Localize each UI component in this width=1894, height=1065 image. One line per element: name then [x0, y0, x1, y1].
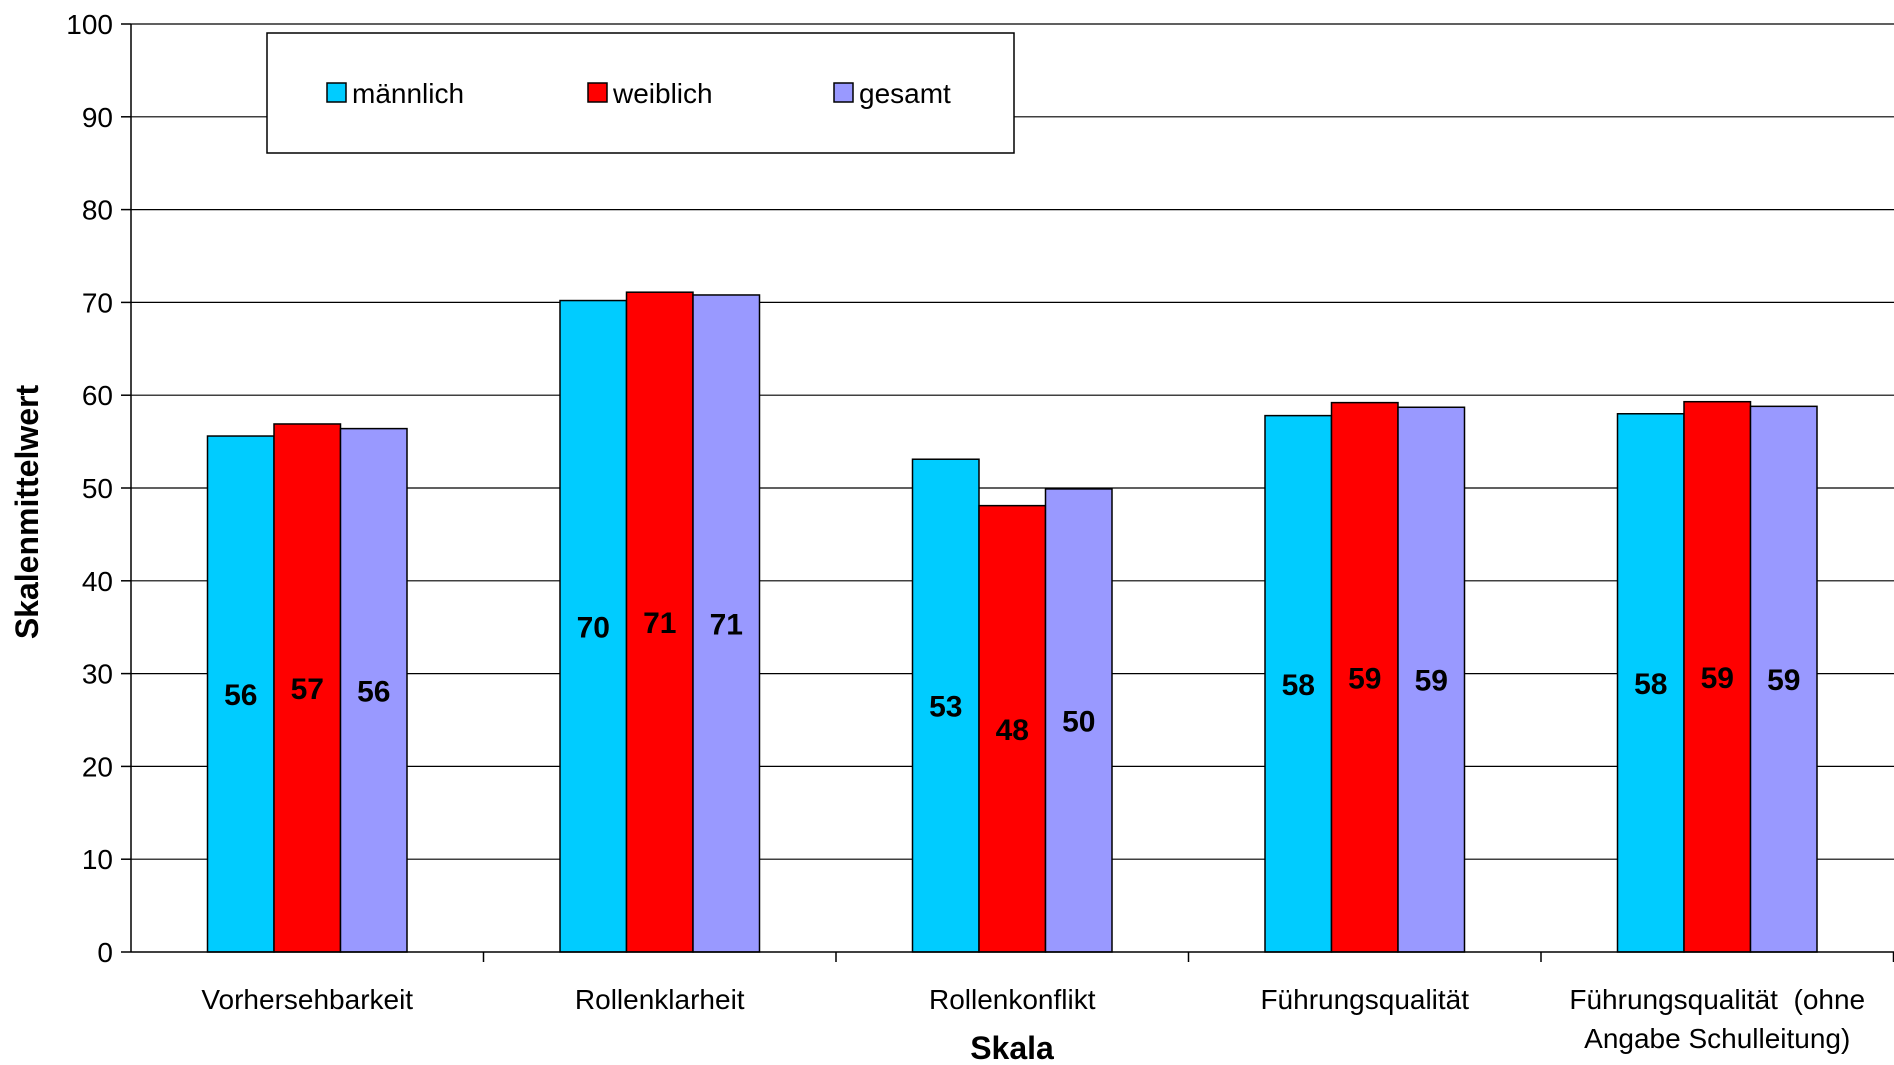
x-category-label: Führungsqualität (ohne — [1569, 984, 1865, 1015]
y-tick-label: 80 — [82, 195, 113, 226]
x-category-label: Rollenklarheit — [575, 984, 745, 1015]
y-tick-label: 50 — [82, 473, 113, 504]
y-tick-labels: 0 10 20 30 40 50 60 70 80 90 100 — [66, 9, 113, 968]
data-label: 71 — [643, 607, 676, 640]
y-tick-label: 40 — [82, 566, 113, 597]
data-label: 56 — [357, 675, 390, 708]
bar-weiblich-1 — [625, 291, 694, 953]
data-label: 59 — [1415, 665, 1448, 698]
x-category-label: Vorhersehbarkeit — [201, 984, 413, 1015]
x-category-label: Führungsqualität — [1260, 984, 1469, 1015]
data-label: 59 — [1701, 662, 1734, 695]
data-label: 70 — [577, 611, 610, 644]
legend-label-weiblich: weiblich — [612, 78, 713, 109]
bar-gesamt-4 — [1749, 405, 1818, 953]
x-category-label: Rollenkonflikt — [929, 984, 1096, 1015]
bar-männlich-3 — [1264, 414, 1333, 953]
bar-gesamt-3 — [1397, 406, 1466, 953]
data-label: 59 — [1348, 662, 1381, 695]
legend-label-männlich: männlich — [352, 78, 464, 109]
data-label: 48 — [996, 714, 1029, 747]
data-label: 59 — [1767, 664, 1800, 697]
bars — [206, 291, 1818, 953]
bar-gesamt-1 — [692, 294, 761, 953]
legend: männlich weiblich gesamt — [266, 32, 1015, 154]
x-category-labels: Vorhersehbarkeit Rollenklarheit Rollenkonf… — [201, 984, 1865, 1054]
data-label: 56 — [224, 679, 257, 712]
y-tick-label: 20 — [82, 751, 113, 782]
axes — [121, 23, 1894, 962]
legend-label-gesamt: gesamt — [859, 78, 951, 109]
data-label: 71 — [710, 608, 743, 641]
bar-männlich-1 — [559, 299, 628, 953]
data-label: 58 — [1634, 668, 1667, 701]
legend-swatch-männlich — [326, 82, 347, 103]
legend-box — [266, 32, 1015, 154]
y-tick-label: 70 — [82, 287, 113, 318]
bar-männlich-2 — [911, 458, 980, 953]
bar-männlich-4 — [1616, 413, 1685, 953]
data-labels: 56 57 56 70 71 71 53 48 50 58 59 59 58 59 59 — [224, 607, 1800, 747]
data-label: 58 — [1282, 669, 1315, 702]
legend-swatch-gesamt — [833, 82, 854, 103]
x-category-label: Angabe Schulleitung) — [1584, 1023, 1850, 1054]
bar-gesamt-2 — [1044, 488, 1113, 953]
y-tick-label: 10 — [82, 844, 113, 875]
data-label: 57 — [291, 673, 324, 706]
bar-weiblich-3 — [1330, 401, 1399, 953]
bar-weiblich-2 — [978, 504, 1047, 953]
y-tick-label: 90 — [82, 102, 113, 133]
y-tick-label: 30 — [82, 659, 113, 690]
bar-weiblich-4 — [1683, 400, 1752, 953]
legend-swatch-weiblich — [587, 82, 608, 103]
y-tick-label: 0 — [97, 937, 113, 968]
y-tick-label: 60 — [82, 380, 113, 411]
data-label: 53 — [929, 691, 962, 724]
x-axis-title: Skala — [970, 1030, 1054, 1065]
data-label: 50 — [1062, 705, 1095, 738]
bar-weiblich-0 — [273, 423, 342, 953]
y-axis-title: Skalenmittelwert — [9, 385, 45, 640]
y-tick-label: 100 — [66, 9, 113, 40]
